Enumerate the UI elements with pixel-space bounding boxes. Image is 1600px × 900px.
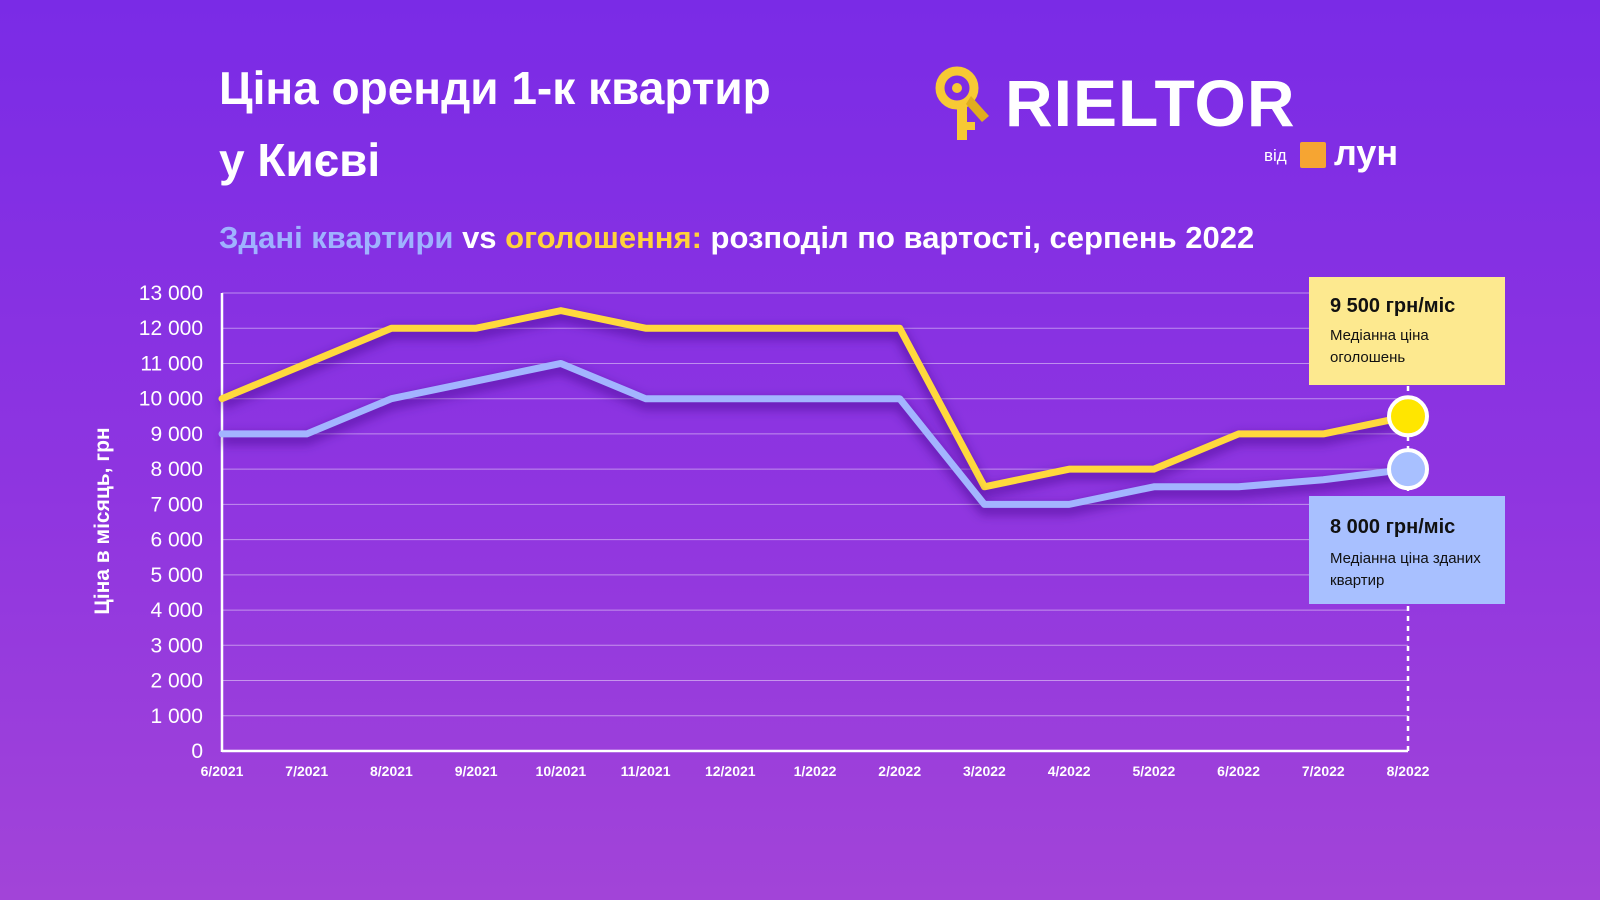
- brand-name: RIELTOR: [1005, 66, 1296, 140]
- brand-sub-name: лун: [1334, 132, 1399, 173]
- title-line-2: у Києві: [219, 134, 381, 186]
- x-tick-labels: 6/2021 7/2021 8/2021 9/2021 10/2021 11/2021 12…: [201, 763, 1430, 779]
- x-tick-label: 10/2021: [536, 763, 587, 779]
- grid-lines: [222, 292, 1408, 717]
- series-line-1: [218, 359, 1412, 508]
- y-tick-label: 12 000: [139, 317, 203, 340]
- series-shadow: [219, 309, 1410, 498]
- series-lines: [218, 307, 1412, 516]
- y-tick-label: 13 000: [139, 282, 203, 305]
- y-tick-label: 0: [191, 740, 203, 763]
- lun-square-icon: [1300, 142, 1326, 168]
- y-tick-label: 7 000: [150, 493, 203, 516]
- y-tick-label: 6 000: [150, 529, 203, 552]
- series-line-0: [218, 307, 1412, 491]
- x-tick-label: 11/2021: [621, 763, 671, 779]
- y-tick-label: 4 000: [150, 599, 203, 622]
- x-tick-label: 8/2021: [370, 763, 413, 779]
- callout-rented-median: 8 000 грн/міс Медіанна ціна зданих кварт…: [1309, 496, 1505, 604]
- x-tick-label: 7/2022: [1302, 763, 1345, 779]
- subtitle-rented: Здані квартири: [219, 220, 454, 255]
- y-tick-label: 1 000: [150, 705, 203, 728]
- y-tick-label: 3 000: [150, 634, 203, 657]
- y-axis-label: Ціна в місяць, грн: [91, 427, 114, 614]
- x-tick-label: 7/2021: [285, 763, 328, 779]
- series-shadow: [222, 362, 1409, 516]
- y-tick-label: 11 000: [140, 352, 203, 375]
- callout-rented-value: 8 000 грн/міс: [1330, 516, 1456, 538]
- x-tick-label: 3/2022: [963, 763, 1006, 779]
- subtitle-listings: оголошення:: [505, 220, 702, 255]
- y-tick-label: 5 000: [150, 564, 203, 587]
- subtitle-rest: розподіл по вартості, серпень 2022: [701, 220, 1255, 255]
- chart-title: Ціна оренди 1-к квартир у Києві: [219, 52, 919, 196]
- x-tick-label: 2/2022: [878, 763, 921, 779]
- series-end-marker-0: [1387, 395, 1429, 438]
- rieltor-logo[interactable]: RIELTOR від лун: [935, 62, 1415, 173]
- brand-sub-prefix: від: [1264, 146, 1287, 165]
- y-tick-label: 9 000: [150, 423, 203, 446]
- chart-subtitle: Здані квартири vs оголошення: розподіл п…: [219, 220, 1254, 256]
- end-markers: [1387, 395, 1429, 491]
- y-tick-labels: 0 1 000 2 000 3 000 4 000 5 000 6 000 7 000 8 00…: [139, 282, 203, 763]
- callout-listing-median: 9 500 грн/міс Медіанна ціна оголошень: [1309, 277, 1505, 385]
- x-tick-label: 12/2021: [705, 763, 756, 779]
- x-tick-label: 8/2022: [1387, 763, 1430, 779]
- x-tick-label: 4/2022: [1048, 763, 1091, 779]
- x-tick-label: 6/2022: [1217, 763, 1260, 779]
- key-icon: [935, 66, 989, 140]
- title-line-1: Ціна оренди 1-к квартир: [219, 62, 771, 114]
- y-tick-label: 2 000: [150, 670, 203, 693]
- x-tick-label: 6/2021: [201, 763, 244, 779]
- y-tick-label: 8 000: [150, 458, 203, 481]
- callout-listing-desc: Медіанна ціна оголошень: [1330, 327, 1429, 366]
- x-tick-label: 5/2022: [1132, 763, 1175, 779]
- callout-rented-desc: Медіанна ціна зданих квартир: [1330, 550, 1481, 589]
- subtitle-vs: vs: [453, 220, 506, 255]
- x-tick-label: 1/2022: [794, 763, 837, 779]
- callout-listing-value: 9 500 грн/міс: [1330, 295, 1456, 317]
- axes: [220, 293, 1408, 753]
- x-tick-label: 9/2021: [455, 763, 498, 779]
- series-end-marker-1: [1387, 448, 1429, 491]
- y-tick-label: 10 000: [139, 388, 203, 411]
